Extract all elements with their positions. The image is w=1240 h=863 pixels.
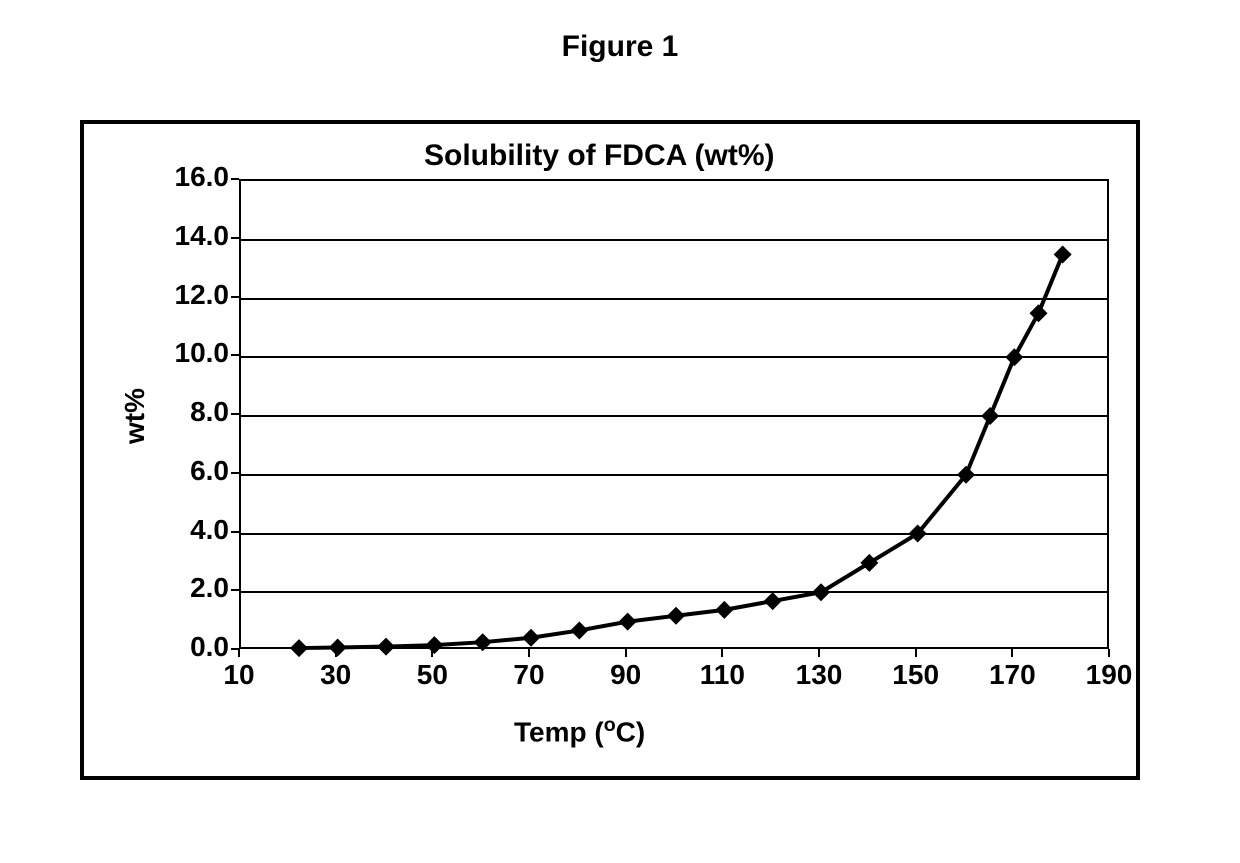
data-marker [329, 638, 347, 656]
y-tick-label: 8.0 [149, 396, 229, 428]
x-tick-label: 90 [596, 659, 656, 691]
y-tick-mark [231, 472, 239, 474]
x-tick-mark [1108, 649, 1110, 657]
x-tick-label: 170 [982, 659, 1042, 691]
data-marker [764, 592, 782, 610]
x-tick-label: 150 [886, 659, 946, 691]
y-tick-mark [231, 296, 239, 298]
y-tick-label: 14.0 [149, 220, 229, 252]
gridline [241, 415, 1107, 417]
data-marker [715, 601, 733, 619]
y-tick-label: 16.0 [149, 161, 229, 193]
y-tick-label: 6.0 [149, 455, 229, 487]
y-tick-mark [231, 354, 239, 356]
plot-area [239, 179, 1109, 649]
y-tick-label: 12.0 [149, 279, 229, 311]
x-tick-mark [528, 649, 530, 657]
data-marker [377, 638, 395, 656]
data-marker [619, 613, 637, 631]
x-tick-label: 10 [209, 659, 269, 691]
y-tick-mark [231, 589, 239, 591]
data-marker [1054, 245, 1072, 263]
y-tick-label: 10.0 [149, 337, 229, 369]
gridline [241, 591, 1107, 593]
x-tick-label: 70 [499, 659, 559, 691]
page: Figure 1 Solubility of FDCA (wt%) wt% Te… [0, 0, 1240, 863]
x-tick-label: 50 [402, 659, 462, 691]
data-marker [860, 554, 878, 572]
x-tick-label: 190 [1079, 659, 1139, 691]
figure-caption: Figure 1 [0, 30, 1240, 64]
x-tick-label: 30 [306, 659, 366, 691]
data-marker [522, 629, 540, 647]
x-tick-mark [238, 649, 240, 657]
data-marker [1030, 304, 1048, 322]
gridline [241, 474, 1107, 476]
data-marker [474, 633, 492, 651]
x-tick-mark [335, 649, 337, 657]
x-tick-mark [818, 649, 820, 657]
x-axis-label: Temp (oC) [514, 714, 645, 748]
data-marker [425, 636, 443, 654]
data-marker [667, 607, 685, 625]
y-axis-label: wt% [119, 388, 151, 444]
chart-title: Solubility of FDCA (wt%) [424, 139, 775, 173]
x-tick-mark [625, 649, 627, 657]
data-marker [570, 621, 588, 639]
chart-container: Solubility of FDCA (wt%) wt% Temp (oC) 0… [80, 120, 1140, 780]
gridline [241, 239, 1107, 241]
y-tick-label: 2.0 [149, 572, 229, 604]
y-tick-label: 4.0 [149, 514, 229, 546]
x-tick-label: 110 [692, 659, 752, 691]
x-tick-mark [721, 649, 723, 657]
data-marker [290, 639, 308, 657]
y-tick-mark [231, 178, 239, 180]
gridline [241, 298, 1107, 300]
gridline [241, 356, 1107, 358]
y-tick-mark [231, 413, 239, 415]
x-tick-label: 130 [789, 659, 849, 691]
x-tick-mark [1011, 649, 1013, 657]
gridline [241, 533, 1107, 535]
data-line [299, 254, 1063, 648]
y-tick-mark [231, 237, 239, 239]
x-tick-mark [915, 649, 917, 657]
y-tick-mark [231, 531, 239, 533]
x-tick-mark [431, 649, 433, 657]
